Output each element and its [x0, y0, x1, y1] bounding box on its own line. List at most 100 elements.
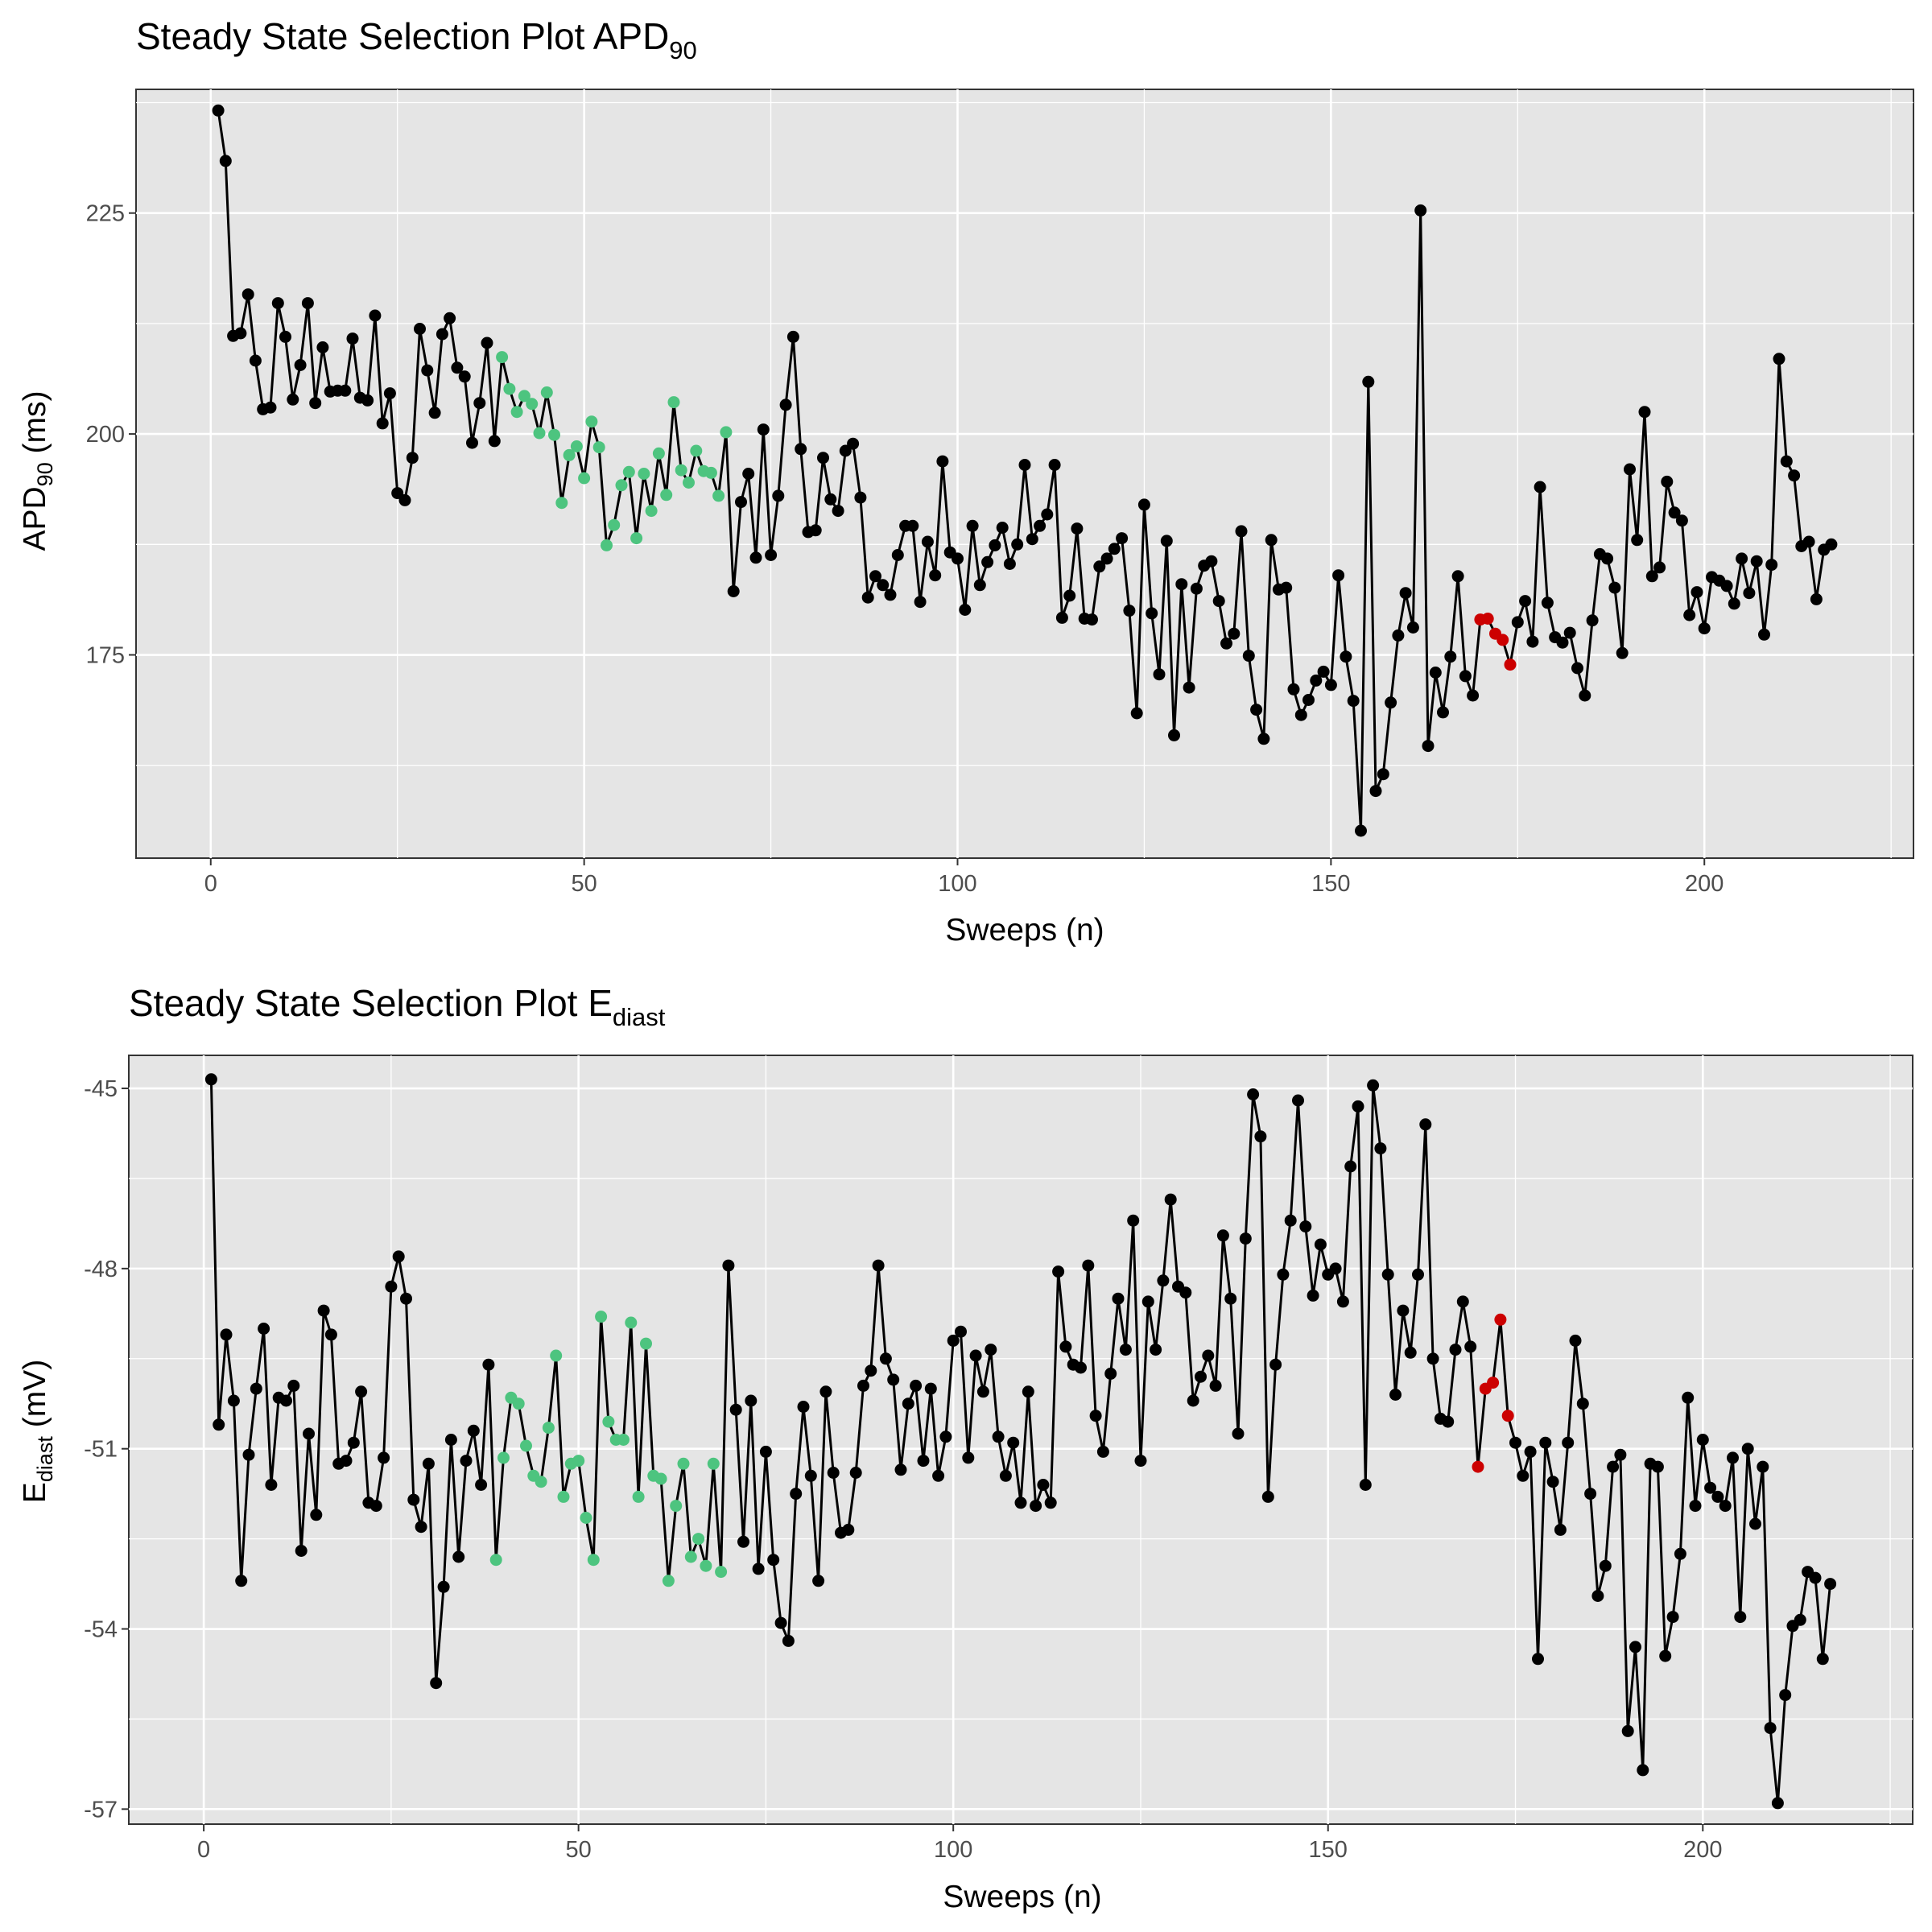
ediast-point	[407, 1493, 420, 1506]
ediast-point	[1449, 1344, 1462, 1356]
ediast-point	[250, 1382, 262, 1395]
ediast-point	[804, 1469, 817, 1482]
ediast-point	[1059, 1340, 1072, 1353]
apd90-point	[1631, 534, 1644, 547]
apd90-point	[1011, 538, 1024, 551]
ediast-point	[1591, 1590, 1604, 1602]
apd90-initial-point	[570, 440, 583, 452]
ediast-point	[1509, 1436, 1521, 1449]
ediast-point	[1195, 1370, 1207, 1383]
ediast-point	[790, 1488, 803, 1501]
ediast-point	[924, 1382, 937, 1395]
ediast-x-tick-label: 150	[1309, 1837, 1348, 1863]
apd90-point	[1825, 538, 1838, 551]
ediast-x-tick-label: 200	[1683, 1837, 1722, 1863]
apd90-point	[1661, 475, 1674, 488]
apd90-initial-point	[518, 390, 530, 402]
apd90-point	[473, 397, 486, 410]
apd90-point	[906, 519, 919, 532]
apd90-point	[1146, 607, 1158, 620]
apd90-point	[1563, 626, 1576, 639]
apd90-point	[428, 407, 441, 419]
ediast-point	[235, 1575, 248, 1587]
apd90-point	[1444, 650, 1457, 663]
apd90-point	[869, 570, 881, 583]
ediast-point	[887, 1373, 900, 1386]
apd90-x-tick-label: 200	[1685, 871, 1724, 897]
ediast-point	[1614, 1448, 1627, 1461]
apd90-point	[1153, 668, 1166, 681]
ediast-point	[1141, 1295, 1154, 1308]
apd90-point	[1369, 785, 1382, 798]
ediast-point	[242, 1448, 255, 1461]
ediast-point	[1202, 1349, 1215, 1362]
apd90-point	[1541, 597, 1554, 609]
ediast-initial-point	[662, 1575, 675, 1587]
ediast-point	[955, 1325, 967, 1338]
ediast-point	[1352, 1100, 1364, 1113]
ediast-y-tick-label: -51	[84, 1437, 118, 1463]
apd90-point	[1063, 589, 1076, 602]
ediast-point	[1261, 1490, 1274, 1503]
apd90-point	[294, 359, 307, 371]
ediast-point	[1404, 1346, 1417, 1359]
apd90-point	[398, 493, 411, 506]
apd90-point	[444, 312, 456, 324]
apd90-point	[1212, 595, 1225, 608]
ediast-initial-point	[617, 1434, 630, 1446]
ediast-x-tick-label: 0	[197, 1837, 210, 1863]
ediast-point	[1336, 1295, 1349, 1308]
ediast-point	[1816, 1653, 1829, 1666]
ediast-steady-state-point	[1494, 1313, 1507, 1326]
ediast-initial-point	[595, 1311, 608, 1323]
ediast-point	[1456, 1295, 1469, 1308]
ediast-point	[1771, 1797, 1784, 1810]
ediast-point	[1367, 1079, 1380, 1092]
apd90-point	[1071, 522, 1084, 535]
ediast-point	[1344, 1160, 1357, 1173]
apd90-point	[779, 398, 792, 411]
apd90-point	[1034, 519, 1046, 532]
ediast-point	[482, 1358, 495, 1371]
ediast-y-tick-label: -48	[84, 1257, 118, 1282]
ediast-point	[1532, 1653, 1544, 1666]
apd90-point	[1467, 689, 1480, 702]
ediast-initial-point	[715, 1566, 728, 1579]
apd90-point	[1571, 662, 1583, 675]
apd90-point	[817, 452, 829, 464]
apd90-point	[1392, 629, 1405, 642]
ediast-point	[849, 1467, 862, 1479]
ediast-point	[385, 1280, 398, 1293]
ediast-initial-point	[684, 1550, 697, 1563]
ediast-point	[1779, 1689, 1792, 1702]
apd90-point	[1616, 646, 1629, 659]
ediast-point	[1727, 1451, 1739, 1464]
apd90-point	[1765, 559, 1778, 572]
ediast-point	[1269, 1358, 1282, 1371]
ediast-initial-point	[677, 1457, 690, 1470]
ediast-point	[1224, 1292, 1237, 1305]
apd90-initial-point	[510, 406, 523, 419]
apd90-point	[301, 297, 314, 310]
apd90-point	[309, 397, 322, 410]
svg-text:Ediast (mV): Ediast (mV)	[18, 1360, 57, 1503]
apd90-point	[1736, 552, 1748, 565]
apd90-initial-point	[652, 447, 665, 460]
ediast-point	[1464, 1340, 1477, 1353]
apd90-point	[921, 535, 934, 548]
ediast-point	[460, 1455, 473, 1468]
ediast-point	[1734, 1611, 1747, 1624]
ediast-point	[437, 1580, 450, 1593]
ediast-point	[1539, 1436, 1552, 1449]
apd90-point	[989, 539, 1001, 551]
ediast-point	[1104, 1367, 1117, 1380]
ediast-point	[444, 1434, 457, 1446]
apd90-point	[1317, 665, 1330, 678]
apd90-initial-point	[667, 396, 680, 409]
apd90-point	[436, 328, 448, 341]
apd90-point	[369, 309, 382, 322]
ediast-point	[1674, 1547, 1686, 1560]
ediast-point	[1741, 1443, 1754, 1455]
apd90-plot: Steady State Selection Plot APD90 APD90 …	[18, 15, 1914, 947]
ediast-point	[902, 1397, 914, 1410]
